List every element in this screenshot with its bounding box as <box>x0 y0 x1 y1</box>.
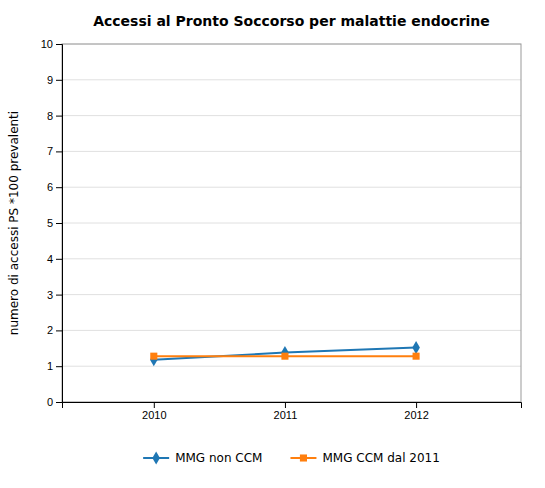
legend-item: MMG CCM dal 2011 <box>290 451 439 465</box>
y-tick-label: 3 <box>47 289 53 301</box>
y-tick: 10 <box>41 38 62 50</box>
y-axis-line <box>56 45 63 403</box>
y-tick-mark <box>56 223 62 224</box>
title: Accessi al Pronto Soccorso per malattie … <box>93 13 490 29</box>
x-tick: 2011 <box>274 402 298 421</box>
plot-frame <box>62 44 521 402</box>
point <box>412 341 420 354</box>
legend-marker <box>152 451 160 464</box>
y-tick-label: 2 <box>47 324 53 336</box>
grid-line <box>62 151 521 152</box>
y-tick: 2 <box>47 324 62 336</box>
y-tick-label: 5 <box>47 217 53 229</box>
grid-line <box>62 79 521 80</box>
grid-line <box>62 223 521 224</box>
legend-label: MMG CCM dal 2011 <box>322 451 439 465</box>
y-tick-mark <box>56 259 62 260</box>
x-tick-label: 2011 <box>274 409 298 421</box>
y-axis-title: numero di accessi PS *100 prevalenti <box>7 111 21 335</box>
y-tick-label: 8 <box>47 110 53 122</box>
y-tick-mark <box>56 366 62 367</box>
y-tick-mark <box>56 116 62 117</box>
point <box>150 353 158 366</box>
y-tick: 9 <box>47 74 62 86</box>
y-axis: 0 1 2 3 4 5 6 7 8 9 10 <box>41 38 63 408</box>
x-tick-mark <box>154 402 155 408</box>
y-tick: 5 <box>47 217 62 229</box>
y-tick: 3 <box>47 289 62 301</box>
y-tick: 7 <box>47 145 62 157</box>
point <box>281 353 288 360</box>
grid-line <box>62 115 521 116</box>
point <box>281 346 289 359</box>
y-tick-label: 10 <box>41 38 53 50</box>
legend-item: MMG non CCM <box>143 451 262 465</box>
x-axis: 2010 2011 2012 <box>63 402 522 421</box>
x-tick-label: 2012 <box>404 409 428 421</box>
y-tick: 8 <box>47 110 62 122</box>
y-tick-label: 0 <box>47 396 53 408</box>
y-tick-mark <box>56 187 62 188</box>
y-tick: 4 <box>47 253 62 265</box>
point <box>150 353 157 360</box>
grid-line <box>62 330 521 331</box>
legend-label: MMG non CCM <box>175 451 262 465</box>
y-tick-mark <box>56 295 62 296</box>
grid-line <box>62 258 521 259</box>
y-tick-mark <box>56 151 62 152</box>
y-tick-mark <box>56 402 62 403</box>
y-tick-label: 4 <box>47 253 53 265</box>
y-tick: 1 <box>47 360 62 372</box>
chart: 201020112012012345678910Accessi al Pront… <box>0 0 545 488</box>
y-tick-mark <box>56 330 62 331</box>
y-tick-label: 7 <box>47 145 53 157</box>
legend-marker <box>300 454 307 461</box>
y-tick-label: 1 <box>47 360 53 372</box>
marks <box>150 341 420 366</box>
x-tick: 2010 <box>142 402 166 421</box>
x-tick: 2012 <box>404 402 428 421</box>
x-axis-line <box>63 403 522 409</box>
x-tick-mark <box>285 402 286 408</box>
plot: 201020112012012345678910 <box>41 38 522 421</box>
grid-line <box>62 366 521 367</box>
y-tick-label: 6 <box>47 181 53 193</box>
y-tick: 0 <box>47 396 62 408</box>
y-tick: 6 <box>47 181 62 193</box>
grid-line <box>62 294 521 295</box>
legend: MMG non CCM MMG CCM dal 2011 <box>143 451 440 465</box>
grid-line <box>62 187 521 188</box>
y-tick-label: 9 <box>47 74 53 86</box>
grid <box>62 44 521 402</box>
y-tick-mark <box>56 80 62 81</box>
point <box>413 353 420 360</box>
x-tick-label: 2010 <box>142 409 166 421</box>
y-tick-mark <box>56 44 62 45</box>
x-tick-mark <box>416 402 417 408</box>
